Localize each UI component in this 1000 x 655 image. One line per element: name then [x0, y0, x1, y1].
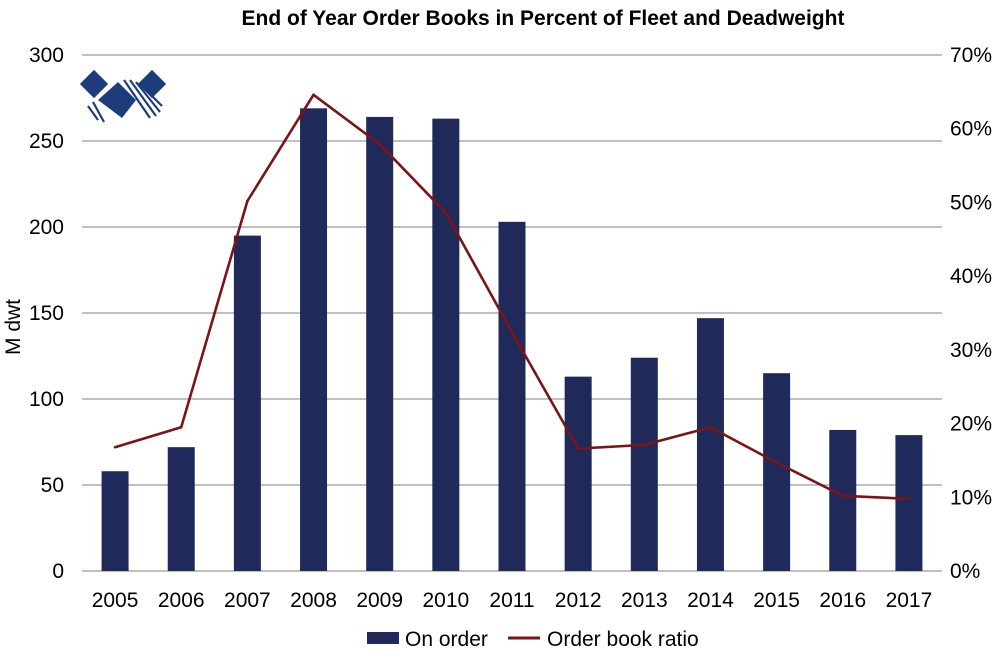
y-tick-label: 200	[29, 216, 64, 239]
y2-tick-label: 30%	[950, 339, 992, 362]
point-order-book-ratio-2015	[775, 461, 778, 464]
bar-on-order-2009	[366, 116, 394, 572]
point-order-book-ratio-2010	[444, 211, 448, 215]
x-tick-label: 2006	[158, 589, 205, 612]
x-tick-label: 2011	[489, 589, 534, 612]
point-order-book-ratio-2012	[576, 447, 580, 450]
y-tick-label: 300	[29, 44, 64, 67]
y-axis-left: 0 50 100 150 200 250 300	[29, 44, 64, 583]
x-axis: 2005 2006 2007 2008 2009 2010 2011 2012 2013 2014…	[92, 589, 933, 612]
y2-tick-label: 0%	[950, 560, 980, 583]
y-axis-title: M dwt	[2, 299, 25, 355]
bar-on-order-2014	[696, 318, 724, 571]
point-order-book-ratio-2017	[907, 497, 911, 501]
company-logo	[79, 69, 167, 123]
x-tick-label: 2009	[356, 589, 403, 612]
y2-tick-label: 60%	[950, 118, 992, 141]
y-tick-label: 50	[41, 474, 64, 497]
bar-series	[101, 108, 923, 572]
x-tick-label: 2015	[753, 589, 800, 612]
bar-on-order-2006	[167, 447, 195, 571]
y2-tick-label: 50%	[950, 191, 992, 214]
bar-on-order-2007	[233, 235, 261, 571]
y-axis-right: 0% 10% 20% 30% 40% 50% 60% 70%	[950, 44, 992, 583]
point-order-book-ratio-2016	[841, 494, 845, 498]
bar-on-order-2008	[300, 108, 328, 571]
legend-label-order-book-ratio: Order book ratio	[547, 628, 699, 651]
legend: On order Order book ratio	[367, 628, 699, 651]
chart-title: End of Year Order Books in Percent of Fl…	[242, 7, 845, 30]
bar-on-order-2011	[498, 221, 526, 571]
y2-tick-label: 20%	[950, 413, 992, 436]
x-tick-label: 2017	[886, 589, 933, 612]
y-tick-label: 150	[29, 302, 64, 325]
y-tick-label: 250	[29, 130, 64, 153]
bar-on-order-2005	[101, 471, 129, 571]
x-tick-label: 2008	[290, 589, 337, 612]
logo-diamond-left	[79, 69, 109, 99]
bar-on-order-2016	[829, 429, 857, 571]
y-tick-label: 100	[29, 388, 64, 411]
x-tick-label: 2007	[224, 589, 271, 612]
y-tick-label: 0	[52, 560, 64, 583]
x-tick-label: 2012	[555, 589, 602, 612]
bar-on-order-2012	[564, 376, 592, 571]
bar-on-order-2010	[432, 118, 460, 571]
y2-tick-label: 70%	[950, 44, 992, 67]
point-order-book-ratio-2014	[709, 425, 712, 429]
legend-swatch-on-order	[367, 632, 399, 644]
y2-tick-label: 40%	[950, 265, 992, 288]
point-order-book-ratio-2005	[113, 445, 117, 449]
point-order-book-ratio-2008	[312, 93, 315, 97]
x-tick-label: 2010	[422, 589, 469, 612]
legend-label-on-order: On order	[405, 628, 488, 651]
line-series	[113, 93, 911, 501]
logo-center	[98, 82, 136, 118]
logo-stripes	[87, 79, 163, 123]
point-order-book-ratio-2011	[510, 330, 514, 334]
x-tick-label: 2005	[92, 589, 139, 612]
x-tick-label: 2016	[819, 589, 866, 612]
x-tick-label: 2013	[621, 589, 668, 612]
bar-on-order-2015	[763, 373, 791, 571]
x-tick-label: 2014	[687, 589, 734, 612]
point-order-book-ratio-2007	[246, 199, 249, 203]
point-order-book-ratio-2009	[378, 142, 381, 146]
bar-on-order-2013	[630, 357, 658, 571]
point-order-book-ratio-2006	[179, 425, 183, 429]
bar-on-order-2017	[895, 435, 923, 571]
y2-tick-label: 10%	[950, 486, 992, 509]
logo-diamond-right	[137, 69, 167, 99]
point-order-book-ratio-2013	[643, 443, 646, 447]
